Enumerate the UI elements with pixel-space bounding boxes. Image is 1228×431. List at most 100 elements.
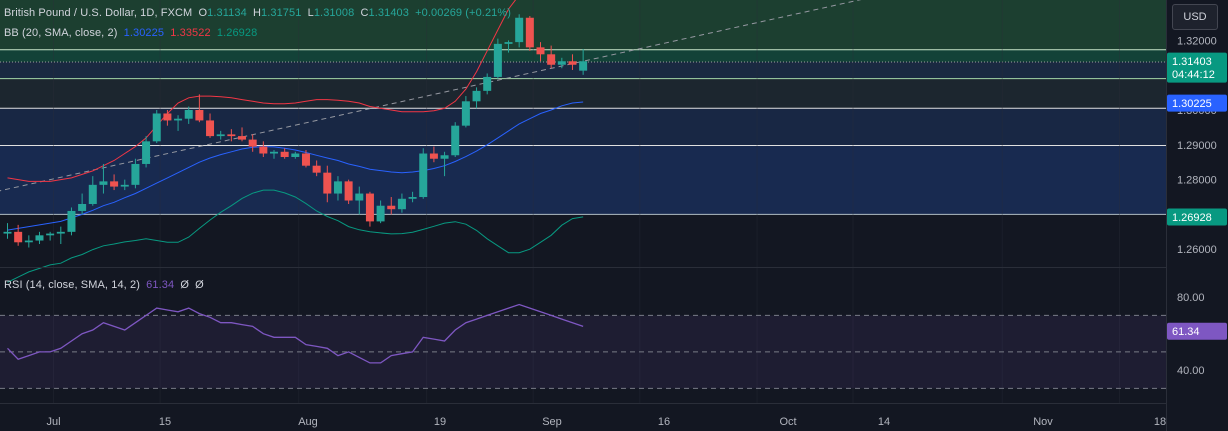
current-price-tag-countdown: 04:44:12 [1172,69,1215,81]
ohlc-high-label: H [252,7,261,19]
rsi-value-tag-bg [1167,322,1227,340]
bb-lower-tag-bg [1167,208,1227,226]
candle-body[interactable] [547,54,556,65]
candle-body[interactable] [270,151,278,154]
ohlc-low: 1.31008 [313,7,355,19]
candle-body[interactable] [429,153,438,159]
candle-body[interactable] [78,203,87,211]
candle-body[interactable] [184,110,193,119]
candle-body[interactable] [99,181,108,185]
price-axis-tick: 1.26000 [1177,244,1217,256]
candle-body[interactable] [88,184,97,204]
candle-body[interactable] [365,193,374,222]
bb-basis-line [7,101,584,231]
bb-lower-line [7,189,584,283]
candle-body[interactable] [557,61,566,65]
candle-body[interactable] [216,134,225,137]
candle-body[interactable] [504,42,513,44]
time-axis-label: 18 [1154,416,1166,428]
currency-button[interactable]: USD [1172,4,1218,30]
candle-body[interactable] [195,110,204,121]
time-axis-background[interactable] [0,404,1166,431]
candle-body[interactable] [419,153,428,198]
candle-body[interactable] [227,134,236,137]
time-axis-label: Aug [298,416,318,428]
candle-body[interactable] [110,181,119,187]
candle-body[interactable] [525,17,534,48]
candle-body[interactable] [280,151,289,157]
candle-body[interactable] [35,235,44,241]
candle-body[interactable] [56,231,65,234]
bollinger-legend[interactable]: BB (20, SMA, close, 2) 1.30225 1.33522 1… [4,27,260,39]
rsi-band-value: Ø [195,279,204,291]
bb-basis-tag-bg [1167,94,1227,112]
candle-body[interactable] [67,210,76,232]
ohlc-close-label: C [360,7,369,19]
rsi-axis-tick: 40.00 [1177,365,1205,377]
candle-body[interactable] [248,139,257,147]
candle-body[interactable] [163,113,172,121]
price-axis-tick: 1.32000 [1177,35,1217,47]
candle-body[interactable] [536,47,545,55]
time-axis-label: Oct [779,416,796,428]
symbol-title[interactable]: British Pound / U.S. Dollar, 1D, FXCM [4,7,193,19]
candle-body[interactable] [472,90,481,102]
bb-lower-tag: 1.26928 [1172,212,1212,224]
candle-body[interactable] [14,231,23,243]
candle-body[interactable] [206,120,215,137]
zone-band [0,108,1166,146]
time-axis-label: 14 [878,416,890,428]
bb-basis-value: 1.30225 [123,27,165,39]
rsi-axis-tick: 80.00 [1177,292,1205,304]
time-axis-label: Jul [46,416,60,428]
price-axis-tick: 1.29000 [1177,140,1217,152]
candle-body[interactable] [376,205,385,222]
candle-body[interactable] [3,231,12,234]
candle-body[interactable] [259,146,268,154]
candle-body[interactable] [568,61,577,65]
price-axis-tick: 1.28000 [1177,175,1217,187]
zone-band [0,145,1166,215]
time-axis-label: 19 [434,416,446,428]
candle-body[interactable] [142,141,151,164]
candle-body[interactable] [355,193,364,201]
candle-body[interactable] [387,205,396,210]
candle-body[interactable] [131,163,140,185]
current-price-tag-bg [1167,52,1227,83]
rsi-ma-value: Ø [180,279,189,291]
bb-basis-tag: 1.30225 [1172,98,1212,110]
trendline[interactable] [0,0,1010,194]
ohlc-open: 1.31134 [207,7,247,19]
candle-body[interactable] [238,136,247,140]
time-axis-label: 15 [159,416,171,428]
ohlc-open-label: O [198,7,208,19]
candle-body[interactable] [408,197,417,199]
candle-body[interactable] [451,125,460,156]
candle-body[interactable] [46,233,55,236]
candle-body[interactable] [120,184,129,187]
candle-body[interactable] [291,153,300,157]
time-axis-label: Sep [542,416,562,428]
candle-body[interactable] [344,181,353,201]
candle-body[interactable] [461,101,470,126]
candle-body[interactable] [579,61,588,71]
candle-body[interactable] [323,172,332,194]
zone-band [0,78,1166,109]
candle-body[interactable] [440,155,449,159]
rsi-background-band [0,315,1166,389]
candle-body[interactable] [333,181,342,194]
rsi-legend[interactable]: RSI (14, close, SMA, 14, 2) 61.34 Ø Ø [4,279,207,291]
candle-body[interactable] [301,153,310,166]
bb-lower-value: 1.26928 [216,27,258,39]
candle-body[interactable] [312,165,321,173]
candle-body[interactable] [174,118,183,121]
candle-body[interactable] [24,240,33,243]
candle-body[interactable] [493,43,502,77]
candle-body[interactable] [515,17,524,43]
candle-body[interactable] [152,113,161,142]
price-legend: British Pound / U.S. Dollar, 1D, FXCM O1… [4,7,514,19]
time-axis-label: Nov [1033,416,1053,428]
candle-body[interactable] [397,198,406,210]
candle-body[interactable] [483,76,492,91]
